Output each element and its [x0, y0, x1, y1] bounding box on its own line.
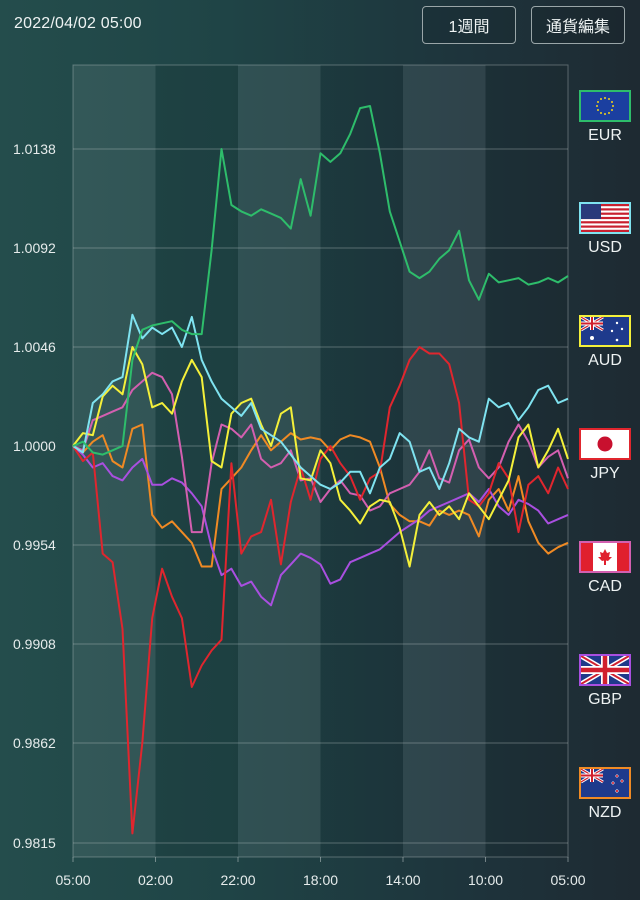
x-tick-label: 02:00	[137, 872, 174, 888]
legend-label: AUD	[588, 352, 622, 369]
series-line-usd	[72, 313, 569, 495]
series-line-gbp	[72, 445, 569, 607]
legend-item-gbp[interactable]: GBP	[576, 654, 634, 709]
y-tick-label: 0.9954	[13, 537, 56, 553]
y-tick-label: 1.0046	[13, 339, 56, 355]
jp-flag-icon	[579, 428, 631, 460]
y-tick-label: 1.0092	[13, 240, 56, 256]
time-band	[238, 65, 321, 857]
x-tick-label: 22:00	[220, 872, 256, 888]
chart-datetime: 2022/04/02 05:00	[14, 15, 142, 32]
y-tick-label: 1.0000	[13, 438, 56, 454]
x-tick-label: 05:00	[550, 872, 586, 888]
legend-item-nzd[interactable]: NZD	[576, 767, 634, 822]
series-line-nzd	[72, 423, 569, 568]
x-tick-label: 05:00	[55, 872, 91, 888]
au-flag-icon	[579, 315, 631, 347]
time-band	[155, 65, 238, 857]
legend-item-jpy[interactable]: JPY	[576, 428, 634, 483]
legend-item-eur[interactable]: EUR	[576, 90, 634, 145]
y-tick-label: 1.0138	[13, 141, 56, 157]
series-line-cad	[72, 371, 569, 534]
legend-label: EUR	[588, 127, 622, 144]
legend-label: CAD	[588, 578, 622, 595]
legend-item-usd[interactable]: USD	[576, 202, 634, 257]
time-band	[320, 65, 403, 857]
period-button[interactable]: 1週間	[422, 6, 516, 44]
x-tick-label: 18:00	[302, 872, 339, 888]
legend-label: USD	[588, 239, 622, 256]
series-line-aud	[72, 346, 569, 568]
y-tick-label: 0.9908	[13, 636, 56, 652]
legend-label: JPY	[590, 465, 620, 482]
legend-item-cad[interactable]: CAD	[576, 541, 634, 596]
x-tick-marks	[72, 857, 569, 862]
legend-item-aud[interactable]: AUD	[576, 315, 634, 370]
y-tick-label: 0.9862	[13, 735, 56, 751]
x-tick-label: 10:00	[467, 872, 504, 888]
edit-currencies-button[interactable]: 通貨編集	[531, 6, 625, 44]
eu-flag-icon	[579, 90, 631, 122]
y-tick-label: 0.9815	[13, 835, 56, 851]
us-flag-icon	[579, 202, 631, 234]
series-line-jpy	[72, 346, 569, 835]
legend-label: GBP	[588, 691, 622, 708]
series-lines	[72, 105, 569, 835]
x-tick-label: 14:00	[385, 872, 421, 888]
time-band	[485, 65, 568, 857]
legend-label: NZD	[588, 804, 622, 821]
nz-flag-icon	[579, 767, 631, 799]
gb-flag-icon	[579, 654, 631, 686]
ca-flag-icon	[579, 541, 631, 573]
grid-lines	[73, 148, 568, 844]
top-bar: 2022/04/02 05:00 1週間 通貨編集	[0, 0, 640, 56]
series-line-eur	[72, 105, 569, 456]
